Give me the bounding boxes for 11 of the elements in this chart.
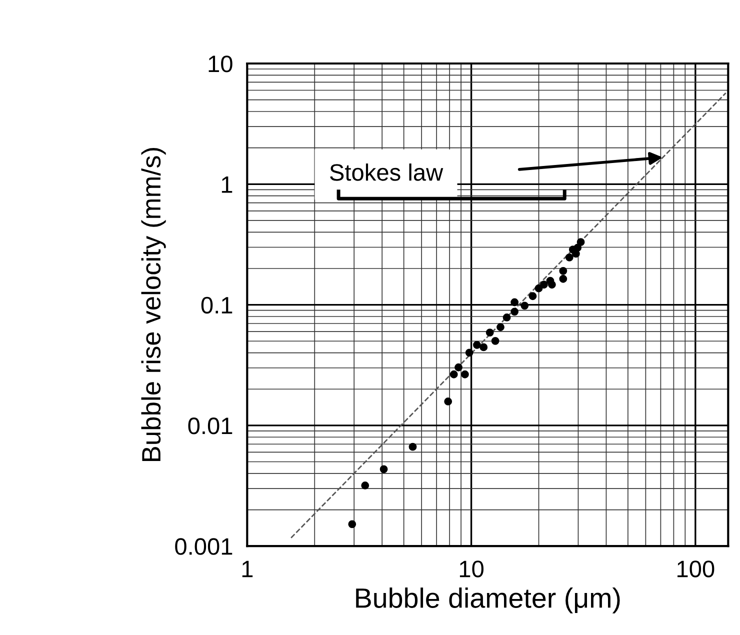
y-axis-title: Bubble rise velocity (mm/s) — [141, 148, 166, 461]
x-tick-label: 100 — [678, 560, 714, 578]
y-tick-label: 10 — [208, 56, 232, 72]
y-tick-label: 0.1 — [201, 296, 232, 314]
annotation: Stokes law — [330, 163, 444, 181]
y-tick-label: 0.01 — [188, 418, 232, 434]
y-tick-label: 1 — [222, 176, 232, 193]
y-tick-label: 0.001 — [175, 538, 232, 555]
x-tick-label: 1 — [242, 560, 253, 578]
x-tick-label: 10 — [460, 560, 484, 578]
x-axis-title: Bubble diameter (μm) — [356, 588, 620, 614]
